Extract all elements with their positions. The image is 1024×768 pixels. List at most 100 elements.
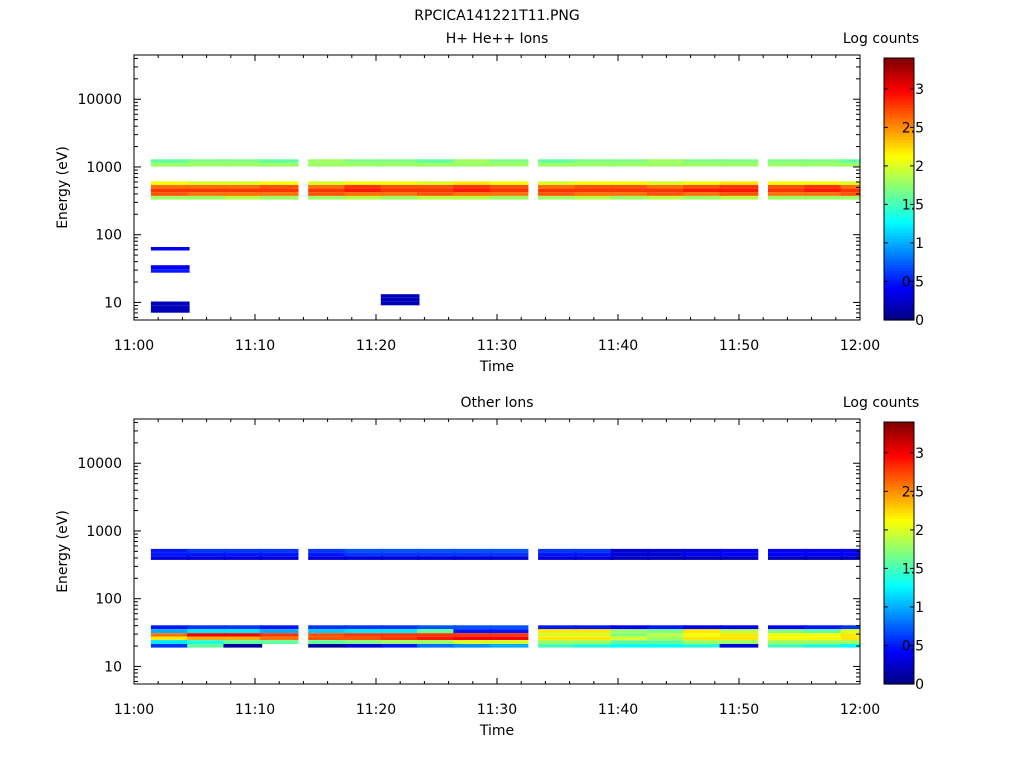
colorbar-segment xyxy=(884,148,914,152)
colorbar-segment xyxy=(884,526,914,531)
heatmap-cell xyxy=(489,159,529,163)
colorbar-segment xyxy=(884,101,914,106)
heatmap-cell xyxy=(187,159,226,163)
heatmap-cell xyxy=(647,188,686,193)
heatmap-cell xyxy=(223,195,263,200)
heatmap-cell xyxy=(223,159,263,163)
heatmap-cell xyxy=(647,640,686,644)
colorbar-segment xyxy=(884,244,914,248)
heatmap-cell xyxy=(768,184,807,189)
heatmap-cell xyxy=(840,192,860,196)
heatmap-cell xyxy=(647,192,686,196)
colorbar-segment xyxy=(884,555,914,560)
colorbar-segment xyxy=(884,238,914,242)
heatmap-cell xyxy=(223,552,263,557)
heatmap-cell xyxy=(223,162,263,167)
heatmap-cell xyxy=(840,636,860,641)
heatmap-cell xyxy=(683,181,722,185)
heatmap-cell xyxy=(344,629,384,634)
heatmap-cell xyxy=(259,162,299,167)
heatmap-cell xyxy=(840,184,860,189)
heatmap-cell xyxy=(380,297,420,302)
heatmap-cell xyxy=(223,625,263,630)
heatmap-cell xyxy=(223,644,263,648)
colorbar-segment xyxy=(884,436,914,441)
colorbar-segment xyxy=(884,480,914,484)
colorbar-segment xyxy=(884,95,914,100)
colorbar-segment xyxy=(884,177,914,181)
heatmap-cell xyxy=(683,633,722,637)
x-axis-label: Time xyxy=(479,723,514,739)
heatmap-cell xyxy=(683,629,722,634)
y-axis-label: Energy (eV) xyxy=(55,510,71,593)
colorbar-segment xyxy=(884,544,914,548)
colorbar-segment xyxy=(884,145,914,149)
heatmap-cell xyxy=(223,188,263,193)
heatmap-cell xyxy=(308,184,347,189)
colorbar-segment xyxy=(884,212,914,216)
colorbar-segment xyxy=(884,235,914,240)
heatmap-cell xyxy=(150,181,190,185)
heatmap-cell xyxy=(223,629,263,634)
colorbar-segment xyxy=(884,189,914,193)
colorbar-segment xyxy=(884,535,914,540)
colorbar-segment xyxy=(884,209,914,213)
colorbar-segment xyxy=(884,573,914,577)
heatmap-cell xyxy=(223,633,263,637)
heatmap-cell xyxy=(344,552,384,557)
colorbar-segment xyxy=(884,282,914,286)
colorbar-segment xyxy=(884,279,914,283)
heatmap-cell xyxy=(259,629,299,634)
heatmap-cell xyxy=(453,181,493,185)
heatmap-cell xyxy=(489,633,529,637)
heatmap-cell xyxy=(380,633,420,637)
colorbar-segment xyxy=(884,456,914,461)
heatmap-cell xyxy=(489,556,529,560)
heatmap-cell xyxy=(647,636,686,641)
heatmap-cell xyxy=(804,181,843,185)
panel-other-ions: 11:00 11:10 11:20 11:30 11:40 11:50 12:0010100… xyxy=(55,395,924,739)
heatmap-cell xyxy=(610,644,650,648)
colorbar-segment xyxy=(884,582,914,586)
heatmap-cell xyxy=(840,181,860,185)
heatmap-cell xyxy=(768,636,807,641)
heatmap-cell xyxy=(489,644,529,648)
colorbar-segment xyxy=(884,92,914,97)
colorbar-segment xyxy=(884,550,914,554)
colorbar-segment xyxy=(884,494,914,499)
heatmap-cell xyxy=(308,552,347,557)
heatmap-cell xyxy=(308,644,347,648)
heatmap-cell xyxy=(187,192,226,196)
colorbar-segment xyxy=(884,465,914,470)
colorbar-segment xyxy=(884,226,914,231)
heatmap-cell xyxy=(344,184,384,189)
heatmap-cell xyxy=(453,552,493,557)
heatmap-cell xyxy=(647,625,686,630)
colorbar-segment xyxy=(884,90,914,94)
colorbar-segment xyxy=(884,488,914,493)
heatmap-cell xyxy=(453,188,493,193)
heatmap-cell xyxy=(647,556,686,560)
colorbar-segment xyxy=(884,250,914,254)
heatmap-cell xyxy=(150,192,190,196)
colorbar-segment xyxy=(884,60,914,65)
heatmap-cell xyxy=(417,181,456,185)
heatmap-cell xyxy=(489,188,529,193)
colorbar-segment xyxy=(884,541,914,545)
heatmap-cell xyxy=(683,188,722,193)
heatmap-cell xyxy=(453,159,493,163)
heatmap-cell xyxy=(187,181,226,185)
x-tick-label: 11:00 xyxy=(114,702,154,718)
heatmap-cell xyxy=(344,159,384,163)
heatmap-cell xyxy=(610,640,650,644)
colorbar-segment xyxy=(884,561,914,566)
colorbar-segment xyxy=(884,433,914,438)
colorbar-segment xyxy=(884,506,914,510)
heatmap-cell xyxy=(610,633,650,637)
heatmap-cell xyxy=(187,644,226,648)
colorbar-tick-label: 0.5 xyxy=(902,638,924,654)
heatmap-cell xyxy=(768,625,807,630)
heatmap-cell xyxy=(840,188,860,193)
heatmap-cell xyxy=(150,640,190,644)
x-tick-label: 11:30 xyxy=(477,702,517,718)
